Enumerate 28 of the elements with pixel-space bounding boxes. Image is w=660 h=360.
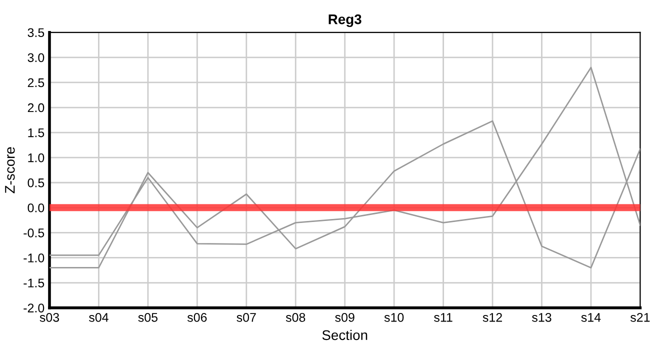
x-tick-label: s06 [187, 312, 207, 322]
y-tick-label: 0.5 [28, 178, 44, 188]
y-tick-label: 0.0 [28, 203, 44, 212]
y-tick-label: 3.0 [28, 53, 44, 62]
y-tick-label: -1.0 [24, 254, 44, 262]
x-tick-label: s08 [286, 312, 306, 322]
y-axis-title: Z-score [5, 147, 15, 194]
x-tick-label: s14 [581, 313, 601, 322]
x-tick-label: s05 [138, 312, 158, 322]
x-tick-label: s21 [630, 312, 650, 322]
x-tick-label: s09 [335, 312, 354, 322]
y-tick-label: 1.5 [28, 128, 44, 138]
x-tick-label: s10 [384, 312, 404, 322]
x-tick-label: s11 [434, 313, 452, 322]
x-tick-label: s13 [532, 312, 552, 322]
x-axis-title: Section [322, 330, 368, 340]
y-tick-label: -1.5 [24, 278, 44, 288]
y-tick-label: 2.5 [28, 78, 44, 88]
y-tick-label: -0.5 [24, 228, 44, 238]
x-tick-label: s04 [88, 312, 108, 322]
chart-title: Reg3 [328, 14, 362, 28]
x-tick-label: s03 [40, 312, 60, 322]
y-tick-label: 1.0 [28, 153, 44, 162]
x-tick-label: s07 [236, 312, 256, 322]
x-tick-label: s12 [482, 312, 502, 322]
y-tick-label: 2.0 [28, 103, 44, 112]
y-tick-label: 3.5 [28, 28, 44, 38]
y-tick-label: -2.0 [24, 304, 44, 312]
